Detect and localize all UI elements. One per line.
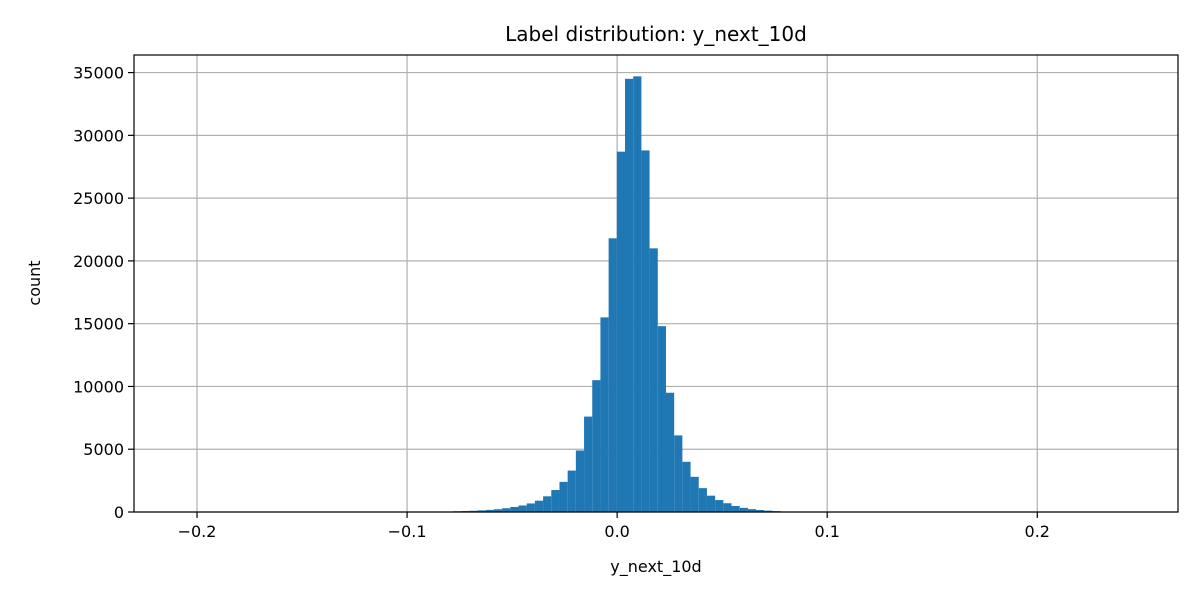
histogram-bar bbox=[567, 470, 576, 512]
histogram-bar bbox=[534, 500, 544, 512]
y-tick-label: 35000 bbox=[73, 64, 124, 83]
y-tick-label: 5000 bbox=[83, 440, 124, 459]
y-axis-label: count bbox=[25, 260, 44, 305]
histogram-bar bbox=[715, 500, 724, 512]
chart-title: Label distribution: y_next_10d bbox=[505, 22, 807, 46]
histogram-bar bbox=[625, 78, 634, 512]
histogram-bar bbox=[469, 510, 478, 512]
histogram-bar bbox=[723, 503, 732, 512]
histogram-bar bbox=[608, 238, 617, 513]
histogram-bar bbox=[592, 380, 601, 512]
x-tick-label: 0.1 bbox=[814, 522, 839, 541]
histogram-bar bbox=[698, 488, 707, 512]
x-axis-ticks: −0.2 −0.1 0.0 0.1 0.2 bbox=[178, 512, 1050, 541]
histogram-bar bbox=[510, 506, 519, 512]
histogram-bar bbox=[633, 76, 642, 512]
y-tick-label: 20000 bbox=[73, 252, 124, 271]
histogram-bar bbox=[616, 151, 626, 512]
histogram-bar bbox=[747, 509, 757, 512]
histogram-bar bbox=[665, 392, 675, 512]
histogram-bar bbox=[600, 317, 609, 512]
histogram-bar bbox=[657, 326, 666, 512]
histogram-bar bbox=[559, 481, 568, 512]
histogram-bar bbox=[739, 507, 748, 512]
histogram-bar bbox=[551, 490, 560, 512]
y-axis-ticks: 0 5000 10000 15000 20000 25000 30000 35000 bbox=[73, 64, 134, 522]
x-axis-label: y_next_10d bbox=[610, 557, 701, 577]
histogram-bar bbox=[502, 508, 511, 512]
histogram-bar bbox=[641, 150, 650, 512]
histogram-bars bbox=[452, 76, 781, 513]
plot-frame bbox=[133, 54, 1179, 513]
y-tick-label: 30000 bbox=[73, 126, 124, 145]
histogram-bar bbox=[682, 461, 691, 512]
histogram-bar bbox=[518, 505, 527, 512]
histogram-bar bbox=[526, 503, 535, 512]
histogram-bar bbox=[690, 476, 699, 512]
y-tick-label: 25000 bbox=[73, 189, 124, 208]
x-tick-label: −0.2 bbox=[178, 522, 217, 541]
histogram-bar bbox=[493, 509, 503, 512]
y-tick-label: 0 bbox=[114, 503, 124, 522]
x-tick-label: 0.2 bbox=[1025, 522, 1050, 541]
histogram-bar bbox=[485, 509, 494, 512]
histogram-bar bbox=[756, 509, 765, 512]
x-tick-label: 0.0 bbox=[604, 522, 629, 541]
histogram-bar bbox=[674, 435, 683, 512]
x-tick-label: −0.1 bbox=[388, 522, 427, 541]
histogram-bar bbox=[477, 510, 486, 512]
histogram-bar bbox=[584, 416, 593, 512]
histogram-bar bbox=[764, 510, 773, 512]
histogram-bar bbox=[706, 495, 716, 512]
histogram-bar bbox=[649, 248, 658, 512]
histogram-bar bbox=[731, 505, 740, 512]
histogram-bar bbox=[575, 450, 585, 512]
y-tick-label: 15000 bbox=[73, 315, 124, 334]
y-tick-label: 10000 bbox=[73, 377, 124, 396]
histogram-bar bbox=[543, 496, 552, 512]
